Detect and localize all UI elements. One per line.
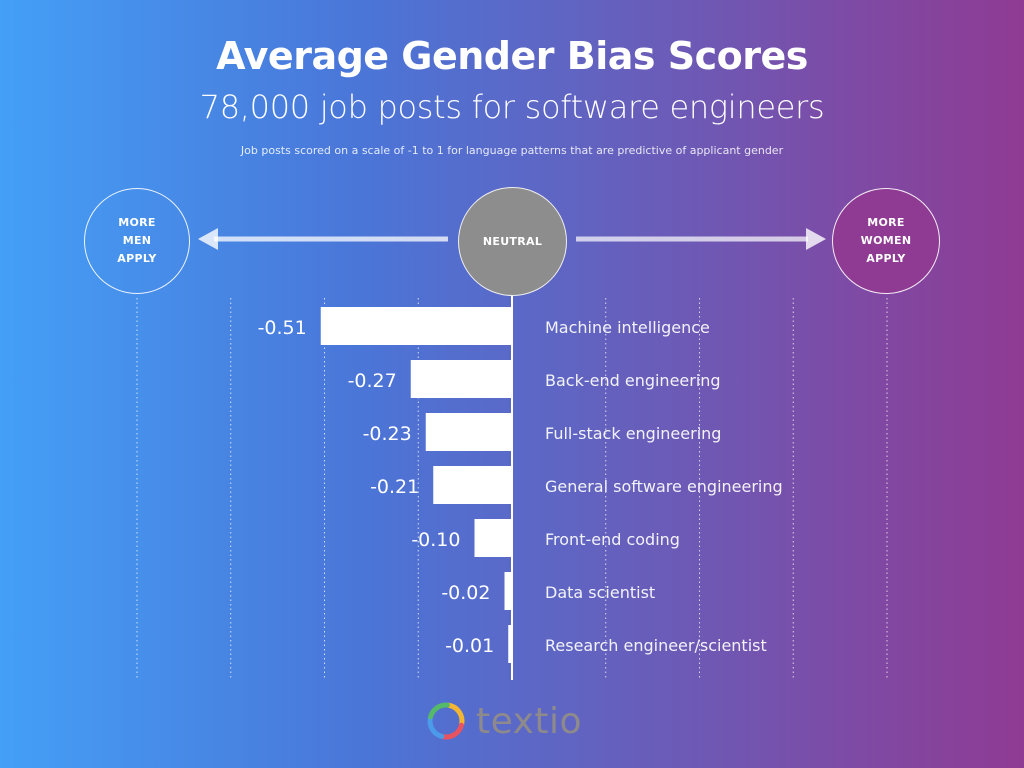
bar — [508, 625, 512, 663]
chart-title: Average Gender Bias Scores — [216, 34, 808, 78]
value-label: -0.23 — [363, 423, 412, 445]
value-label: -0.21 — [370, 476, 419, 498]
bar — [504, 572, 512, 610]
more-women-apply-label: MORE WOMEN APPLY — [860, 216, 912, 265]
value-label: -0.02 — [441, 582, 490, 604]
logo-ring-segment — [446, 702, 465, 727]
more-men-apply-circle: MORE MEN APPLY — [84, 188, 190, 294]
logo-ring-segment — [440, 722, 464, 740]
chart-note: Job posts scored on a scale of -1 to 1 f… — [240, 144, 784, 157]
category-label: Research engineer/scientist — [545, 636, 767, 655]
textio-logo: textio — [424, 696, 582, 746]
category-label: Full-stack engineering — [545, 424, 721, 443]
value-label: -0.01 — [445, 635, 494, 657]
arrow-left — [198, 228, 448, 250]
category-label: Data scientist — [545, 583, 655, 602]
bars — [320, 307, 512, 663]
neutral-label: NEUTRAL — [482, 234, 543, 248]
value-label: -0.10 — [411, 529, 460, 551]
category-label: Front-end coding — [545, 530, 680, 549]
bar — [320, 307, 512, 345]
logo-ring-segment — [428, 702, 450, 720]
arrow-right — [576, 228, 826, 250]
value-labels: -0.51 -0.27 -0.23 -0.21 -0.10 -0.02 -0.01 — [258, 317, 495, 657]
more-women-apply-circle: MORE WOMEN APPLY — [832, 188, 940, 294]
logo-text: textio — [476, 700, 583, 742]
chart-subtitle: 78,000 job posts for software engineers — [199, 88, 825, 126]
category-label: General software engineering — [545, 477, 783, 496]
logo-ring-segment — [427, 715, 445, 739]
bar — [410, 360, 512, 398]
category-label: Back-end engineering — [545, 371, 721, 390]
neutral-circle: NEUTRAL — [458, 187, 567, 296]
bar — [433, 466, 512, 504]
category-labels: Machine intelligence Back-end engineering… — [545, 318, 783, 655]
category-label: Machine intelligence — [545, 318, 710, 337]
more-men-apply-label: MORE MEN APPLY — [117, 216, 157, 265]
textio-ring-icon — [427, 702, 465, 740]
value-label: -0.27 — [348, 370, 397, 392]
gridlines — [136, 298, 888, 678]
bar — [474, 519, 512, 557]
value-label: -0.51 — [258, 317, 307, 339]
bar — [425, 413, 512, 451]
